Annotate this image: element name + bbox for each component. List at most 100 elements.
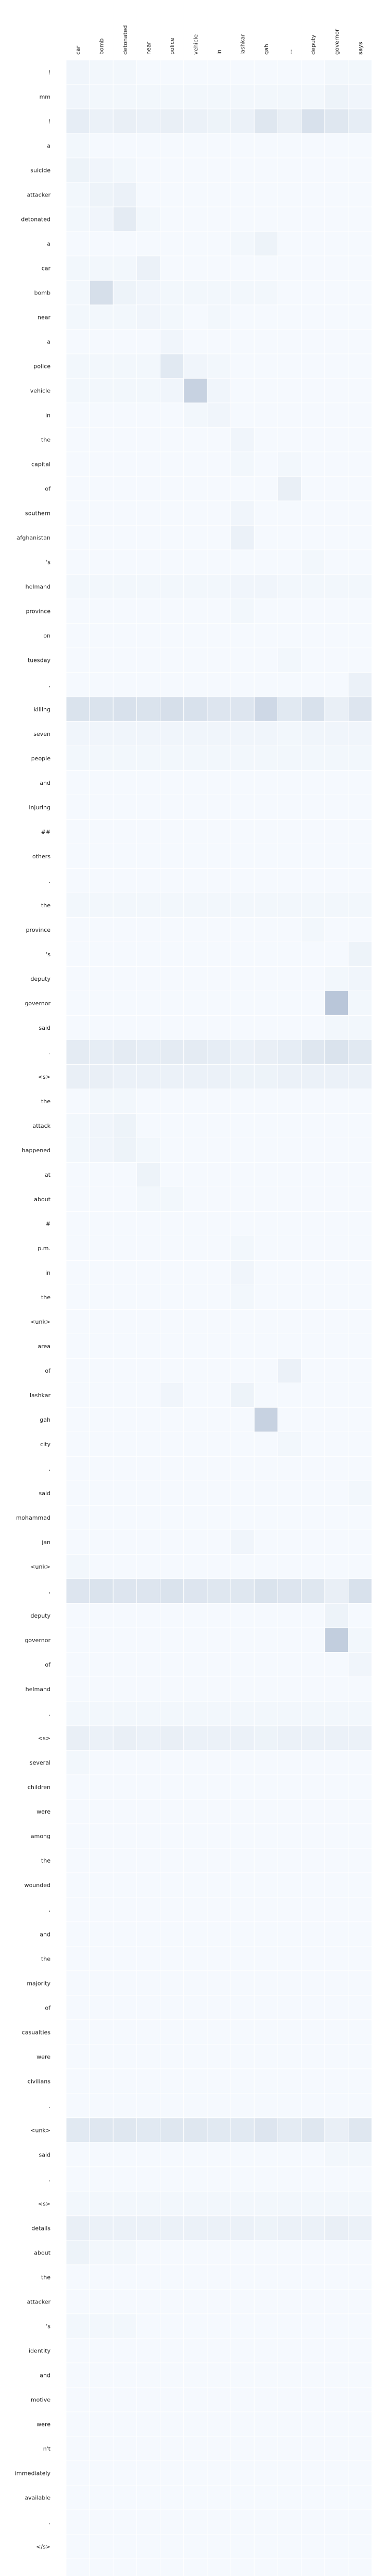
y-tick-label: <s> — [38, 2200, 51, 2207]
heatmap-cell — [254, 304, 278, 330]
heatmap-cell — [207, 574, 231, 599]
heatmap-cell — [301, 378, 325, 403]
heatmap-cell — [348, 2068, 372, 2094]
heatmap-cell — [112, 1970, 137, 1996]
heatmap-cell — [254, 696, 278, 722]
heatmap-cell — [277, 1652, 302, 1678]
y-tick-label: a — [47, 339, 51, 346]
heatmap-cell — [301, 500, 325, 526]
heatmap-cell — [254, 2240, 278, 2265]
heatmap-cell — [301, 892, 325, 918]
heatmap-cell — [254, 280, 278, 305]
heatmap-cell — [301, 770, 325, 795]
heatmap-cell — [66, 1750, 90, 1776]
heatmap-cell — [89, 549, 114, 575]
heatmap-cell — [254, 1554, 278, 1580]
heatmap-cell — [324, 745, 349, 771]
heatmap-cell — [254, 133, 278, 158]
heatmap-cell — [207, 990, 231, 1016]
heatmap-cell — [277, 1799, 302, 1825]
x-tick-label: ... — [286, 50, 293, 55]
heatmap-cell — [230, 451, 255, 477]
heatmap-cell — [136, 1750, 161, 1776]
heatmap-cell — [66, 941, 90, 967]
heatmap-cell — [183, 941, 208, 967]
heatmap-cell — [324, 1113, 349, 1138]
heatmap-cell — [324, 2191, 349, 2216]
heatmap-cell — [183, 647, 208, 673]
heatmap-cell — [136, 1897, 161, 1922]
heatmap-cell — [136, 623, 161, 648]
heatmap-cell — [348, 2215, 372, 2241]
heatmap-cell — [160, 549, 184, 575]
heatmap-cell — [254, 2436, 278, 2461]
heatmap-cell — [254, 1137, 278, 1163]
y-tick-label: ! — [48, 118, 51, 125]
heatmap-cell — [207, 525, 231, 550]
heatmap-cell — [301, 108, 325, 134]
heatmap-cell — [230, 500, 255, 526]
heatmap-cell — [183, 1921, 208, 1947]
heatmap-cell — [324, 84, 349, 109]
heatmap-cell — [348, 1530, 372, 1555]
heatmap-cell — [277, 1579, 302, 1604]
heatmap-cell — [207, 304, 231, 330]
heatmap-cell — [89, 2264, 114, 2290]
heatmap-cell — [277, 108, 302, 134]
heatmap-cell — [160, 1701, 184, 1727]
heatmap-cell — [254, 182, 278, 207]
heatmap-cell — [348, 2289, 372, 2314]
heatmap-cell — [160, 182, 184, 207]
heatmap-cell — [160, 2044, 184, 2069]
heatmap-cell — [324, 917, 349, 942]
heatmap-cell — [136, 1995, 161, 2020]
heatmap-cell — [277, 990, 302, 1016]
heatmap-cell — [136, 2338, 161, 2363]
heatmap-cell — [160, 329, 184, 354]
heatmap-cell — [324, 2534, 349, 2559]
heatmap-cell — [254, 329, 278, 354]
heatmap-cell — [112, 819, 137, 844]
heatmap-cell — [89, 1137, 114, 1163]
heatmap-cell — [277, 1848, 302, 1874]
heatmap-cell — [230, 696, 255, 722]
heatmap-cell — [277, 1407, 302, 1433]
heatmap-cell — [277, 2166, 302, 2192]
heatmap-cell — [301, 1039, 325, 1065]
heatmap-cell — [183, 2338, 208, 2363]
heatmap-cell — [277, 647, 302, 673]
heatmap-cell — [348, 1039, 372, 1065]
heatmap-cell — [66, 2191, 90, 2216]
heatmap-cell — [324, 1186, 349, 1212]
heatmap-cell — [324, 1039, 349, 1065]
heatmap-cell — [136, 1260, 161, 1285]
heatmap-cell — [160, 2142, 184, 2167]
heatmap-cell — [66, 108, 90, 134]
heatmap-cell — [136, 1946, 161, 1971]
y-tick-label: the — [41, 1857, 51, 1864]
heatmap-cell — [160, 2240, 184, 2265]
heatmap-cell — [277, 1603, 302, 1629]
heatmap-cell — [277, 819, 302, 844]
heatmap-cell — [230, 1970, 255, 1996]
heatmap-cell — [136, 2191, 161, 2216]
heatmap-cell — [277, 1309, 302, 1335]
heatmap-cell — [183, 1162, 208, 1187]
heatmap-cell — [254, 255, 278, 281]
heatmap-cell — [324, 59, 349, 85]
heatmap-cell — [136, 1603, 161, 1629]
heatmap-cell — [207, 1725, 231, 1751]
heatmap-cell — [207, 2460, 231, 2486]
heatmap-cell — [348, 1309, 372, 1335]
heatmap-cell — [112, 2558, 137, 2576]
heatmap-cell — [207, 2313, 231, 2339]
y-tick-label: near — [37, 314, 51, 321]
heatmap-cell — [348, 917, 372, 942]
heatmap-cell — [301, 255, 325, 281]
heatmap-cell — [301, 2142, 325, 2167]
heatmap-cell — [348, 1848, 372, 1874]
heatmap-cell — [207, 108, 231, 134]
heatmap-cell — [301, 1088, 325, 1114]
heatmap-cell — [112, 1677, 137, 1702]
heatmap-cell — [348, 1358, 372, 1384]
